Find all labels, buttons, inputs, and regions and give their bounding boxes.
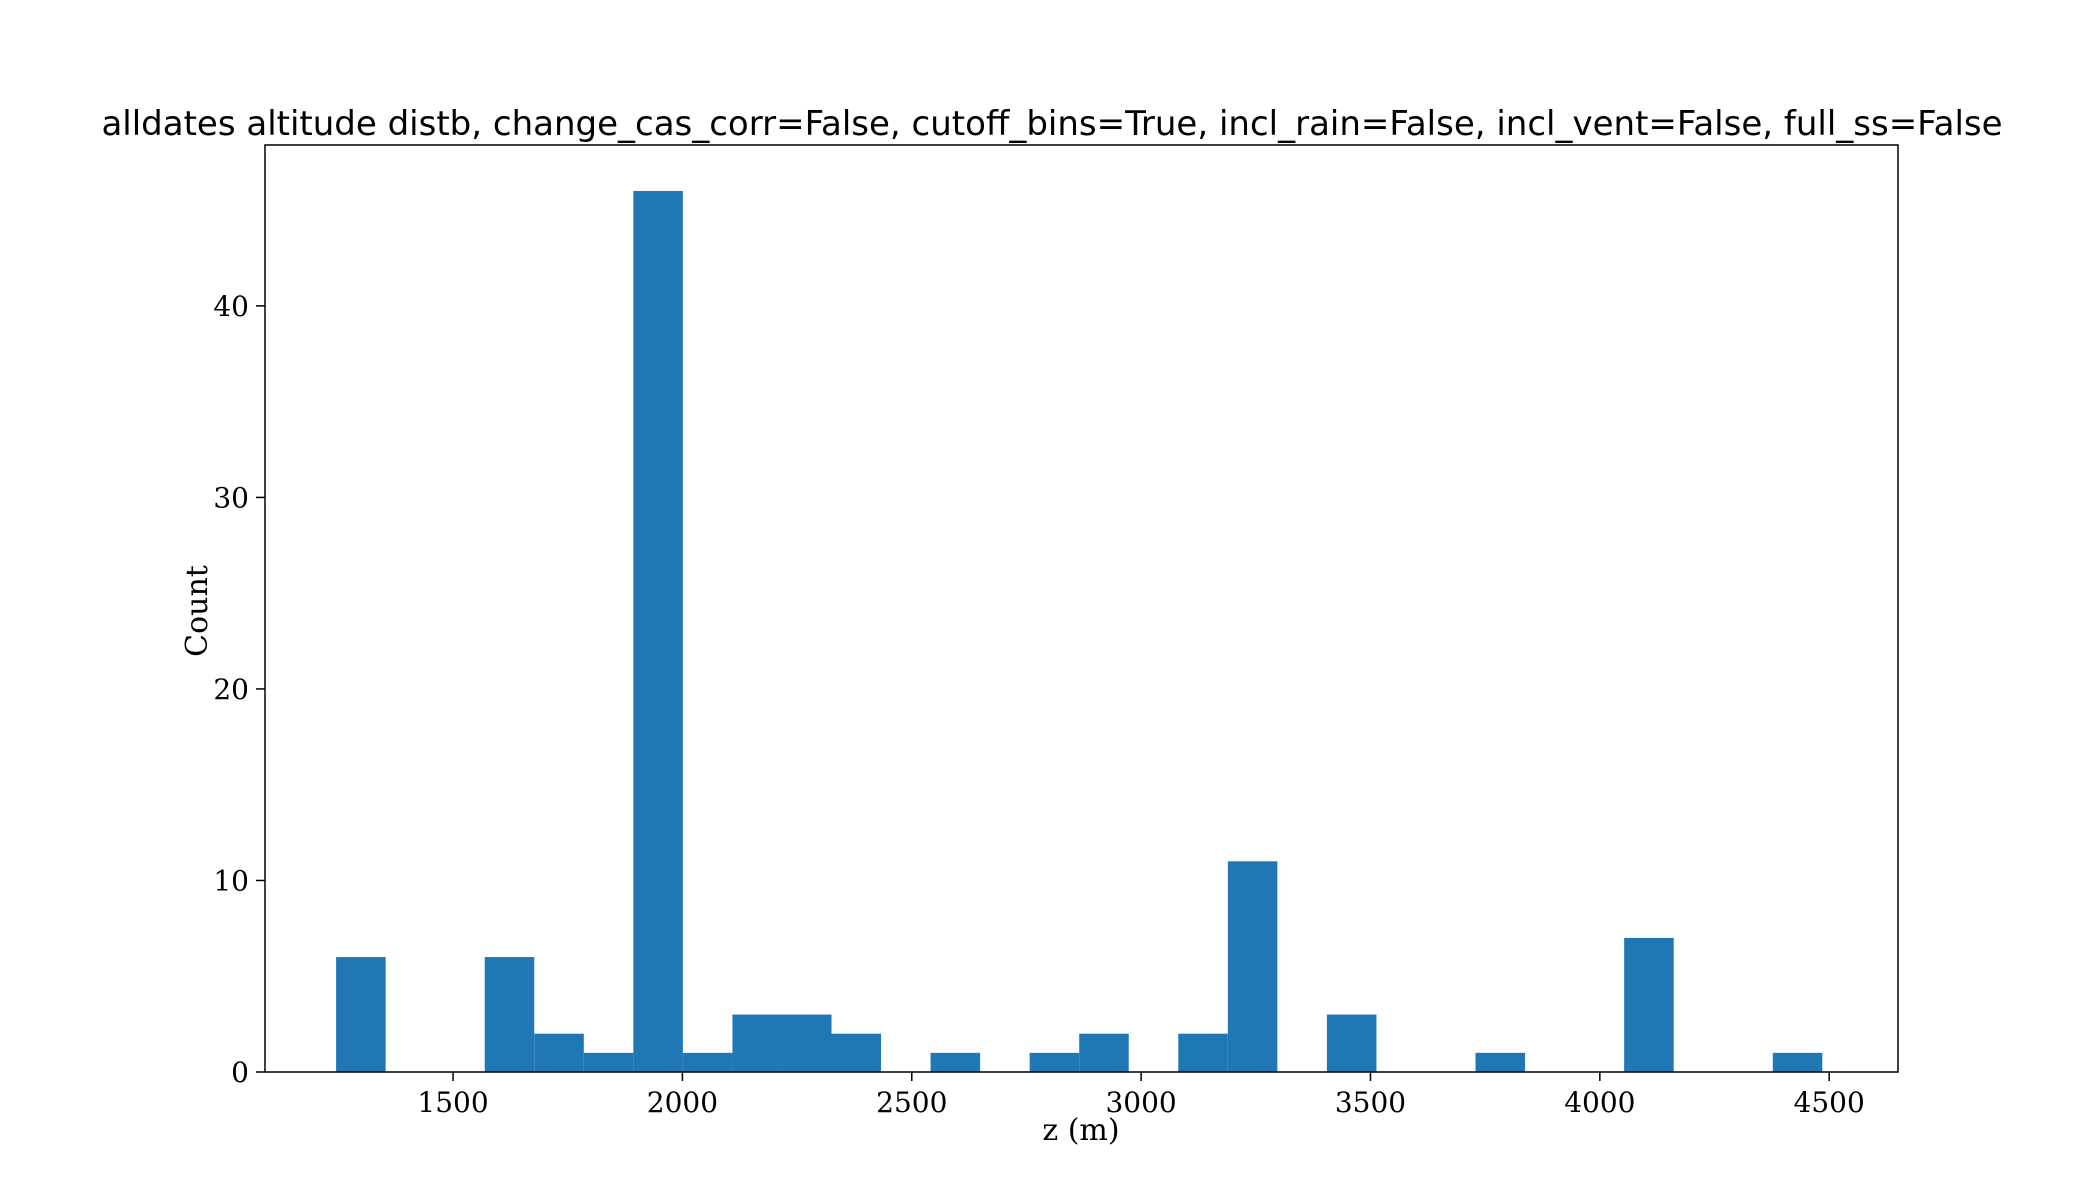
histogram-bar: [1029, 1052, 1080, 1072]
histogram-bar: [583, 1052, 634, 1072]
y-tick-label: 40: [213, 290, 249, 323]
histogram-bar: [781, 1014, 832, 1072]
histogram-bar: [1772, 1052, 1823, 1072]
histogram-bar: [930, 1052, 981, 1072]
plot-frame: [264, 144, 1899, 1073]
x-axis-ticks: 1500 2000 2500 3000 3500 4000 4500: [417, 1072, 1865, 1119]
y-axis-ticks: 0 10 20 30 40: [213, 290, 265, 1089]
y-tick-label: 30: [213, 481, 249, 514]
bars-group: [336, 190, 1823, 1073]
histogram-bar: [484, 957, 535, 1072]
histogram-bar: [534, 1033, 584, 1072]
x-tick-label: 3500: [1335, 1086, 1406, 1119]
y-tick-label: 10: [213, 864, 249, 897]
histogram-bar: [1475, 1052, 1526, 1072]
x-tick-label: 4500: [1794, 1086, 1865, 1119]
histogram-bar: [831, 1033, 882, 1072]
histogram-bar: [1227, 861, 1278, 1072]
x-axis-label: z (m): [1042, 1113, 1119, 1148]
x-tick-label: 1500: [417, 1086, 488, 1119]
x-tick-label: 2000: [647, 1086, 718, 1119]
histogram-bar: [1079, 1033, 1129, 1072]
histogram-bar: [336, 957, 386, 1072]
histogram-bar: [1624, 937, 1674, 1072]
y-axis-label: Count: [180, 565, 215, 657]
histogram-bar: [682, 1052, 733, 1072]
histogram-bar: [1326, 1014, 1377, 1072]
histogram-bar: [732, 1014, 782, 1072]
chart-title: alldates altitude distb, change_cas_corr…: [101, 104, 2002, 144]
x-tick-label: 2500: [876, 1086, 947, 1119]
y-tick-label: 20: [213, 673, 249, 706]
x-tick-label: 3000: [1105, 1086, 1176, 1119]
y-tick-label: 0: [231, 1056, 249, 1089]
histogram-bar: [1178, 1033, 1228, 1072]
x-tick-label: 4000: [1564, 1086, 1635, 1119]
histogram-bar: [633, 190, 683, 1073]
